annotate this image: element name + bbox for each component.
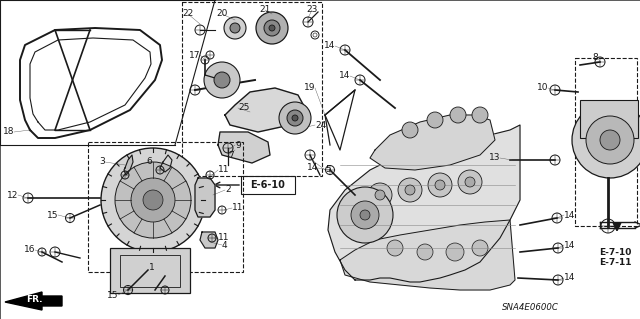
Text: 14: 14 — [564, 241, 575, 249]
Text: 13: 13 — [488, 153, 500, 162]
Circle shape — [435, 180, 445, 190]
Bar — [575, 58, 637, 226]
Text: 3: 3 — [99, 158, 105, 167]
Bar — [120, 255, 180, 287]
Text: 14: 14 — [564, 211, 575, 219]
Circle shape — [600, 130, 620, 150]
Polygon shape — [200, 232, 218, 248]
Polygon shape — [5, 292, 62, 310]
Polygon shape — [218, 132, 270, 163]
Text: 2: 2 — [225, 186, 230, 195]
Text: 25: 25 — [238, 103, 250, 113]
Text: E-7-10: E-7-10 — [599, 248, 631, 257]
Text: 11: 11 — [218, 234, 230, 242]
Polygon shape — [340, 220, 515, 290]
Circle shape — [351, 201, 379, 229]
Circle shape — [417, 244, 433, 260]
Text: 23: 23 — [307, 5, 317, 14]
Text: 7: 7 — [228, 151, 234, 160]
Bar — [88, 142, 243, 272]
Circle shape — [458, 170, 482, 194]
Circle shape — [101, 148, 205, 252]
Text: 18: 18 — [3, 128, 14, 137]
Text: 22: 22 — [182, 10, 194, 19]
Circle shape — [204, 62, 240, 98]
Text: 4: 4 — [222, 241, 228, 249]
Circle shape — [472, 107, 488, 123]
Circle shape — [337, 187, 393, 243]
Circle shape — [472, 240, 488, 256]
Circle shape — [398, 178, 422, 202]
Text: 11: 11 — [232, 204, 243, 212]
Circle shape — [230, 23, 240, 33]
Polygon shape — [225, 88, 305, 132]
Text: 8: 8 — [592, 54, 598, 63]
Polygon shape — [370, 115, 495, 170]
Circle shape — [256, 12, 288, 44]
Circle shape — [287, 110, 303, 126]
Circle shape — [427, 112, 443, 128]
Text: 14: 14 — [324, 41, 335, 50]
Text: 5: 5 — [325, 166, 331, 174]
Text: 1: 1 — [149, 263, 155, 272]
Polygon shape — [195, 178, 215, 217]
Text: 15: 15 — [106, 291, 118, 300]
Text: 24: 24 — [315, 121, 326, 130]
Circle shape — [224, 17, 246, 39]
Text: 15: 15 — [47, 211, 58, 219]
Text: E-6-10: E-6-10 — [251, 180, 285, 190]
Bar — [580, 100, 638, 138]
Text: 6: 6 — [147, 158, 152, 167]
Circle shape — [387, 240, 403, 256]
Circle shape — [368, 183, 392, 207]
Circle shape — [572, 102, 640, 178]
Text: 14: 14 — [564, 273, 575, 283]
Circle shape — [115, 162, 191, 238]
Text: 17: 17 — [189, 50, 200, 60]
Circle shape — [450, 107, 466, 123]
Text: FR.: FR. — [26, 295, 42, 305]
Bar — [182, 2, 322, 176]
Text: 9: 9 — [235, 140, 241, 150]
Text: 19: 19 — [303, 84, 315, 93]
Text: 16: 16 — [24, 246, 35, 255]
Bar — [110, 248, 190, 293]
Circle shape — [428, 173, 452, 197]
Circle shape — [405, 185, 415, 195]
Circle shape — [402, 122, 418, 138]
Polygon shape — [328, 125, 520, 282]
Circle shape — [446, 243, 464, 261]
Text: E-7-11: E-7-11 — [599, 258, 631, 267]
Circle shape — [143, 190, 163, 210]
Circle shape — [264, 20, 280, 36]
Text: 14: 14 — [307, 164, 318, 173]
Circle shape — [586, 116, 634, 164]
Circle shape — [214, 72, 230, 88]
Text: 14: 14 — [339, 71, 350, 80]
Text: 10: 10 — [536, 84, 548, 93]
Circle shape — [375, 190, 385, 200]
Circle shape — [269, 25, 275, 31]
Circle shape — [360, 210, 370, 220]
Text: SNA4E0600C: SNA4E0600C — [502, 303, 559, 313]
Polygon shape — [124, 155, 133, 175]
Text: 12: 12 — [6, 190, 18, 199]
Circle shape — [279, 102, 311, 134]
Circle shape — [131, 178, 175, 222]
Text: 11: 11 — [218, 166, 230, 174]
Circle shape — [465, 177, 475, 187]
Text: 20: 20 — [216, 10, 228, 19]
Text: 21: 21 — [259, 5, 271, 14]
Circle shape — [292, 115, 298, 121]
